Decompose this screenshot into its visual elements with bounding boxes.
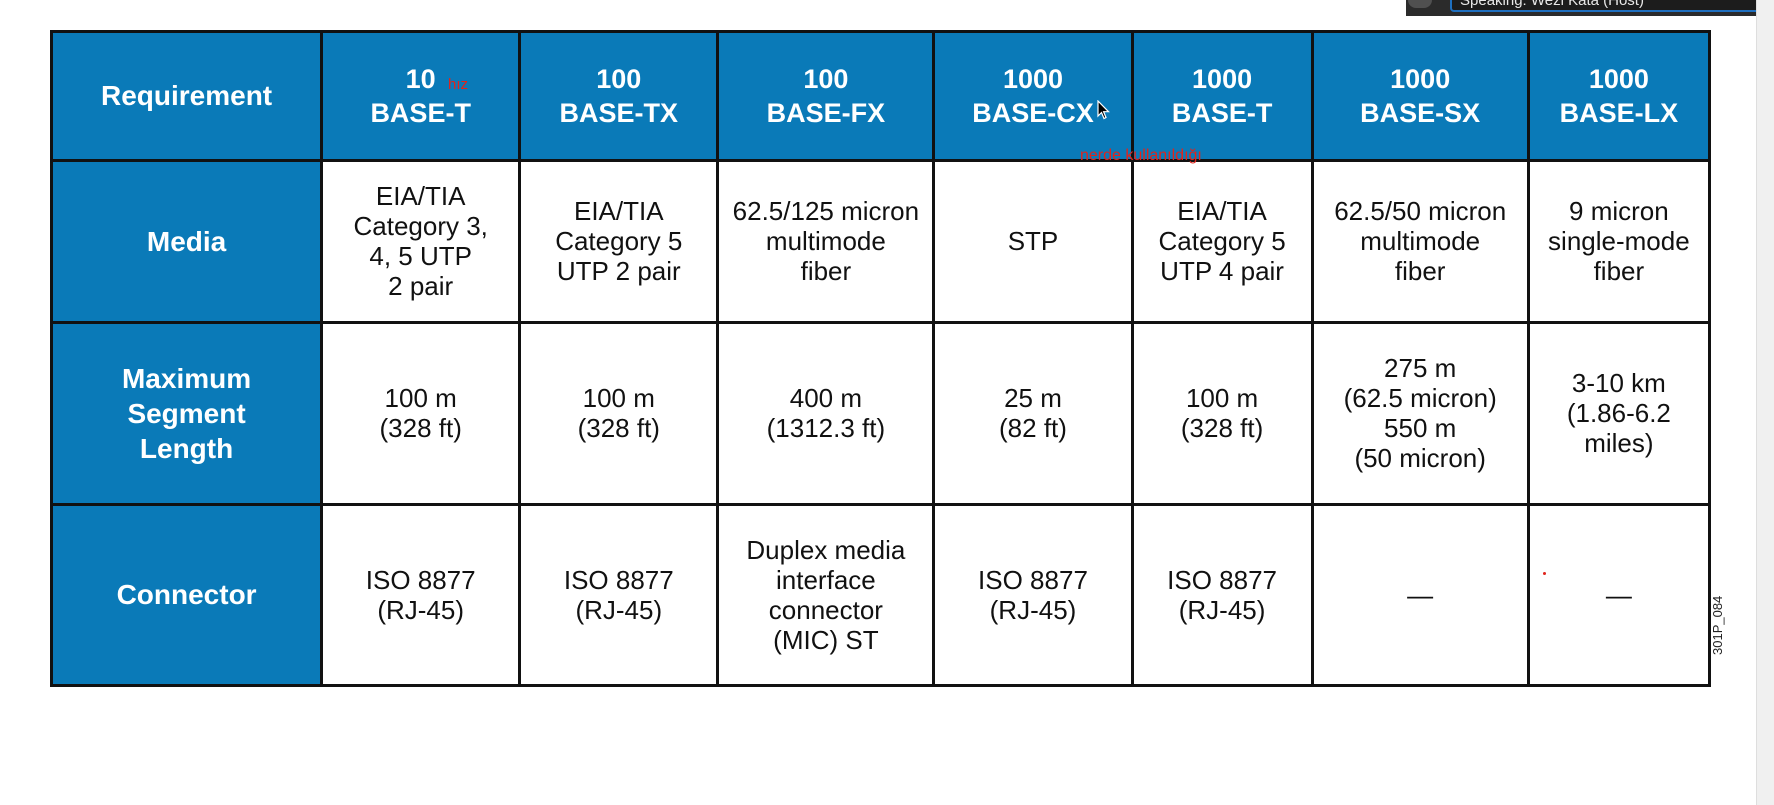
column-speed: 100 xyxy=(803,63,849,94)
column-speed: 1000 xyxy=(1588,63,1649,94)
row-header-connector: Connector xyxy=(49,502,324,688)
column-speed: 1000 xyxy=(1390,63,1451,94)
column-speed: 10 xyxy=(405,63,436,94)
right-scrollbar[interactable] xyxy=(1756,0,1774,805)
table-cell: 100 m (328 ft) xyxy=(320,320,522,506)
speed-annotation: hız xyxy=(448,76,469,93)
column-header: 1000 BASE-LX xyxy=(1526,30,1712,162)
table-cell: 275 m (62.5 micron) 550 m (50 micron) xyxy=(1310,320,1530,506)
table-cell: — xyxy=(1310,502,1530,688)
column-speed: 1000 xyxy=(1192,63,1253,94)
column-header: 100 BASE-FX xyxy=(716,30,936,162)
table-row-max-segment-length: Maximum Segment Length 100 m (328 ft) 10… xyxy=(49,320,1712,506)
column-header: 1000 BASE-CX xyxy=(932,30,1134,162)
column-standard: BASE-SX xyxy=(1360,97,1481,128)
table-cell: 25 m (82 ft) xyxy=(932,320,1134,506)
table-cell: Duplex media interface connector (MIC) S… xyxy=(716,502,936,688)
column-header: 100 BASE-TX xyxy=(518,30,720,162)
column-speed: 100 xyxy=(596,63,642,94)
column-header: 10 BASE-T xyxy=(320,30,522,162)
table-cell: EIA/TIA Category 5 UTP 4 pair xyxy=(1130,158,1314,324)
column-header: 1000 BASE-SX xyxy=(1310,30,1530,162)
column-standard: BASE-T xyxy=(1171,97,1273,128)
annotation-dot xyxy=(1543,572,1546,575)
table-cell: 400 m (1312.3 ft) xyxy=(716,320,936,506)
table-cell: 3-10 km (1.86-6.2 miles) xyxy=(1526,320,1712,506)
speaker-indicator-icon[interactable] xyxy=(1408,0,1432,8)
table-cell: ISO 8877 (RJ-45) xyxy=(1130,502,1314,688)
column-header: 1000 BASE-T xyxy=(1130,30,1314,162)
table-cell: ISO 8877 (RJ-45) xyxy=(320,502,522,688)
row-header-max-segment-length: Maximum Segment Length xyxy=(49,320,324,506)
ethernet-standards-table: Requirement 10 BASE-T 100 BASE-TX 100 BASE-… xyxy=(49,30,1712,688)
column-standard: BASE-CX xyxy=(972,97,1094,128)
table-cell: 9 micron single-mode fiber xyxy=(1526,158,1712,324)
row-header-media: Media xyxy=(49,158,324,324)
table-cell: ISO 8877 (RJ-45) xyxy=(518,502,720,688)
usage-annotation: nerde kullanıldığı xyxy=(1080,147,1202,164)
speaking-status-field: Speaking: Wezi Kata (Host) xyxy=(1450,0,1774,12)
header-row: Requirement 10 BASE-T 100 BASE-TX 100 BASE-… xyxy=(49,30,1712,162)
table-cell: 100 m (328 ft) xyxy=(1130,320,1314,506)
figure-id: 301P_084 xyxy=(1710,595,1725,655)
table-cell: ISO 8877 (RJ-45) xyxy=(932,502,1134,688)
corner-header-requirement: Requirement xyxy=(49,30,324,162)
table-cell: 62.5/50 micron multimode fiber xyxy=(1310,158,1530,324)
column-speed: 1000 xyxy=(1002,63,1064,94)
table-cell: 62.5/125 micron multimode fiber xyxy=(716,158,936,324)
table-cell: STP xyxy=(932,158,1134,324)
column-standard: BASE-T xyxy=(370,97,471,128)
table-row-connector: Connector ISO 8877 (RJ-45) ISO 8877 (RJ-… xyxy=(49,502,1712,688)
table-cell: 100 m (328 ft) xyxy=(518,320,720,506)
table-row-media: Media EIA/TIA Category 3, 4, 5 UTP 2 pai… xyxy=(49,158,1712,324)
table-cell: EIA/TIA Category 5 UTP 2 pair xyxy=(518,158,720,324)
table-cell: EIA/TIA Category 3, 4, 5 UTP 2 pair xyxy=(320,158,522,324)
column-standard: BASE-TX xyxy=(559,97,679,128)
column-standard: BASE-FX xyxy=(766,97,886,128)
table-cell: — xyxy=(1526,502,1712,688)
column-standard: BASE-LX xyxy=(1559,97,1679,128)
mouse-cursor-icon xyxy=(1097,100,1110,120)
